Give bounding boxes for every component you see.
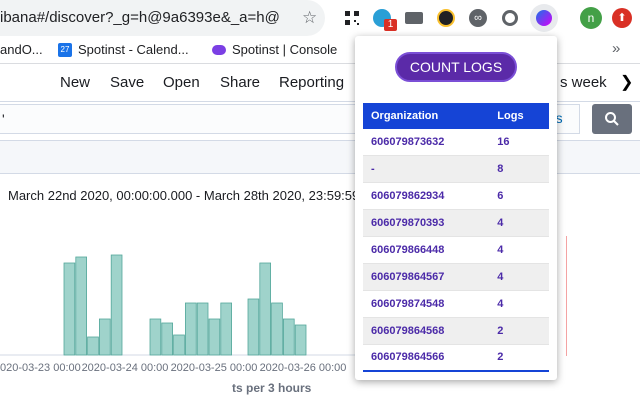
bookmark-label: Spotinst - Calend...: [78, 42, 189, 57]
qr-code-icon[interactable]: [342, 8, 362, 28]
organization-cell: 606079870393: [363, 209, 490, 238]
time-range-text: March 22nd 2020, 00:00:00.000 - March 28…: [8, 188, 360, 203]
x-tick-label: 2020-03-25 00:00: [171, 362, 258, 374]
link-icon[interactable]: ∞: [468, 8, 488, 28]
histogram-bar[interactable]: [208, 318, 221, 356]
current-time-marker: [566, 236, 567, 356]
notification-badge: 1: [384, 19, 397, 31]
logs-table: Organization Logs 606079873632 16-8 606079…: [363, 103, 549, 373]
histogram-bar[interactable]: [282, 318, 295, 356]
upload-extension-icon[interactable]: ⬆: [612, 8, 632, 28]
toolbar: ibana#/discover?_g=h@9a6393e&_a=h@ ☆ 1 ∞…: [0, 0, 640, 36]
cloud-icon: [212, 44, 226, 55]
refresh-circle-icon[interactable]: [500, 8, 520, 28]
logs-count-cell: 2: [489, 317, 549, 345]
x-tick-label: 2020-03-26 00:00: [260, 362, 347, 374]
histogram-bar[interactable]: [294, 324, 307, 356]
url-text: ibana#/discover?_g=h@9a6393e&_a=h@: [0, 9, 280, 26]
table-row: 606079874548 4: [363, 290, 549, 318]
histogram-bar[interactable]: [63, 262, 76, 356]
bookmark-label: andO...: [0, 42, 43, 57]
organization-cell: 606079866448: [363, 236, 490, 264]
calendar-icon: 27: [58, 42, 72, 57]
histogram-bar[interactable]: [184, 302, 197, 356]
chevron-right-icon[interactable]: ❯: [620, 74, 634, 91]
table-row: 606079870393 4: [363, 209, 549, 238]
histogram-bar[interactable]: [196, 302, 209, 356]
table-row: 606079864567 4: [363, 263, 549, 291]
histogram-bar[interactable]: [110, 254, 123, 356]
screen-capture-icon[interactable]: [404, 8, 424, 28]
wallet-extension-icon[interactable]: [436, 8, 456, 28]
organization-cell: 606079873632: [363, 129, 490, 157]
table-row: -8: [363, 155, 549, 184]
x-tick-label: 020-03-23 00:00: [0, 362, 81, 374]
profile-avatar[interactable]: n: [580, 7, 602, 29]
histogram-bar[interactable]: [87, 336, 99, 356]
count-logs-button[interactable]: COUNT LOGS: [395, 52, 517, 82]
logs-count-cell: 16: [489, 129, 549, 157]
table-row: 606079864566 2: [363, 344, 549, 373]
table-row: 606079864568 2: [363, 317, 549, 345]
histogram-bar[interactable]: [247, 298, 260, 356]
nav-save[interactable]: Save: [110, 74, 145, 91]
organization-cell: 606079862934: [363, 182, 490, 211]
histogram-bar[interactable]: [75, 256, 88, 356]
organization-cell: -: [363, 155, 490, 184]
bookmarks-overflow-icon[interactable]: »: [612, 40, 621, 57]
nav-time-range[interactable]: s week: [560, 74, 607, 91]
histogram-bar[interactable]: [271, 302, 283, 356]
nav-new[interactable]: New: [60, 74, 91, 91]
logs-count-cell: 8: [489, 155, 549, 184]
column-header-organization: Organization: [363, 103, 490, 129]
bookmarks-bar: andO... 27 Spotinst - Calend... Spotinst…: [0, 36, 640, 64]
histogram-bar[interactable]: [161, 322, 174, 356]
x-tick-label: 2020-03-24 00:00: [82, 362, 169, 374]
logs-count-cell: 4: [489, 236, 549, 264]
histogram-bar[interactable]: [259, 262, 271, 356]
logs-count-cell: 6: [489, 182, 549, 211]
column-header-logs: Logs: [489, 103, 549, 129]
logs-count-cell: 2: [489, 344, 549, 373]
x-axis-label: ts per 3 hours: [232, 381, 312, 395]
bookmark-spotinst-calendar[interactable]: 27 Spotinst - Calend...: [58, 42, 189, 57]
histogram-bar[interactable]: [220, 302, 233, 356]
address-bar[interactable]: ibana#/discover?_g=h@9a6393e&_a=h@: [0, 0, 325, 36]
bookmark-spotinst-console[interactable]: Spotinst | Console: [212, 42, 337, 57]
search-icon: [605, 112, 619, 126]
logs-count-cell: 4: [489, 290, 549, 318]
table-row: 606079873632 16: [363, 129, 549, 157]
nav-open[interactable]: Open: [163, 74, 200, 91]
nav-reporting[interactable]: Reporting: [279, 74, 345, 91]
search-button[interactable]: [592, 104, 632, 134]
table-row: 606079862934 6: [363, 182, 549, 211]
bookmark-label: Spotinst | Console: [232, 42, 338, 57]
histogram-bar[interactable]: [99, 318, 111, 356]
organization-cell: 606079864568: [363, 317, 490, 345]
nav-share[interactable]: Share: [220, 74, 261, 91]
histogram-bar[interactable]: [173, 334, 185, 356]
table-row: 606079866448 4: [363, 236, 549, 264]
organization-cell: 606079864567: [363, 263, 490, 291]
histogram-bar[interactable]: [149, 318, 162, 356]
logs-count-cell: 4: [489, 263, 549, 291]
count-logs-popup: COUNT LOGS Organization Logs 60607987363…: [355, 36, 557, 380]
histogram-chart: 020-03-23 00:00 2020-03-24 00:00 2020-03-2…: [0, 254, 360, 374]
organization-cell: 606079864566: [363, 344, 490, 373]
bookmark-item[interactable]: andO...: [0, 42, 43, 57]
bookmark-star-icon[interactable]: ☆: [302, 8, 318, 27]
logs-count-cell: 4: [489, 209, 549, 238]
count-logs-extension-icon: [534, 8, 554, 28]
organization-cell: 606079874548: [363, 290, 490, 318]
table-header-row: Organization Logs: [363, 103, 549, 129]
